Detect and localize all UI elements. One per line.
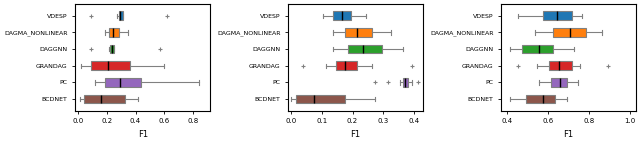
- X-axis label: F1: F1: [138, 130, 148, 139]
- PathPatch shape: [551, 78, 568, 87]
- PathPatch shape: [543, 11, 572, 20]
- PathPatch shape: [296, 95, 345, 103]
- PathPatch shape: [84, 95, 125, 103]
- PathPatch shape: [522, 45, 553, 53]
- PathPatch shape: [333, 11, 351, 20]
- X-axis label: F1: F1: [351, 130, 360, 139]
- PathPatch shape: [111, 45, 114, 53]
- PathPatch shape: [345, 28, 372, 37]
- PathPatch shape: [119, 11, 124, 20]
- PathPatch shape: [91, 61, 130, 70]
- PathPatch shape: [106, 78, 141, 87]
- PathPatch shape: [109, 28, 119, 37]
- PathPatch shape: [335, 61, 357, 70]
- X-axis label: F1: F1: [563, 130, 573, 139]
- PathPatch shape: [348, 45, 381, 53]
- PathPatch shape: [403, 78, 408, 87]
- PathPatch shape: [553, 28, 586, 37]
- PathPatch shape: [549, 61, 572, 70]
- PathPatch shape: [525, 95, 555, 103]
